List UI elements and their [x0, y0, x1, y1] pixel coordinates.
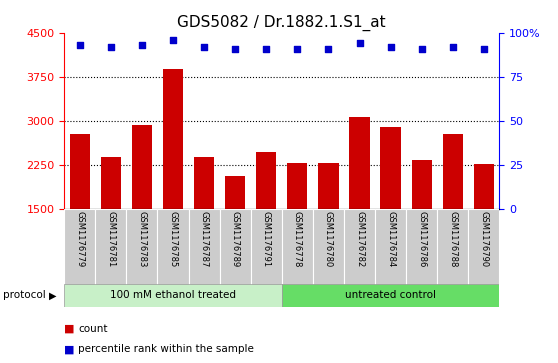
Point [293, 46, 302, 52]
Bar [442, 134, 463, 297]
FancyBboxPatch shape [437, 209, 468, 285]
Text: GSM1176781: GSM1176781 [107, 211, 116, 267]
Text: 100 mM ethanol treated: 100 mM ethanol treated [110, 290, 236, 301]
FancyBboxPatch shape [282, 284, 499, 307]
FancyBboxPatch shape [64, 284, 282, 307]
FancyBboxPatch shape [251, 209, 282, 285]
FancyBboxPatch shape [126, 209, 157, 285]
Point [230, 46, 239, 52]
Bar [287, 163, 307, 297]
FancyBboxPatch shape [157, 209, 189, 285]
Text: untreated control: untreated control [345, 290, 436, 301]
FancyBboxPatch shape [375, 209, 406, 285]
Text: percentile rank within the sample: percentile rank within the sample [78, 344, 254, 354]
Bar [194, 157, 214, 297]
Bar [412, 160, 432, 297]
FancyBboxPatch shape [64, 209, 95, 285]
Point [75, 42, 84, 48]
Point [386, 44, 395, 50]
Bar [256, 152, 276, 297]
Point [262, 46, 271, 52]
Point [169, 37, 177, 42]
Point [324, 46, 333, 52]
FancyBboxPatch shape [189, 209, 220, 285]
Text: count: count [78, 323, 108, 334]
Bar [381, 127, 401, 297]
Text: GSM1176790: GSM1176790 [479, 211, 488, 267]
Text: GSM1176782: GSM1176782 [355, 211, 364, 267]
Text: ▶: ▶ [49, 290, 56, 301]
Point [137, 42, 146, 48]
FancyBboxPatch shape [468, 209, 499, 285]
Bar [163, 69, 183, 297]
Text: GSM1176786: GSM1176786 [417, 211, 426, 268]
Title: GDS5082 / Dr.1882.1.S1_at: GDS5082 / Dr.1882.1.S1_at [177, 15, 386, 31]
Point [417, 46, 426, 52]
Point [479, 46, 488, 52]
Text: GSM1176789: GSM1176789 [230, 211, 239, 267]
Text: GSM1176784: GSM1176784 [386, 211, 395, 267]
Bar [132, 125, 152, 297]
FancyBboxPatch shape [344, 209, 375, 285]
Bar [349, 117, 369, 297]
Text: GSM1176785: GSM1176785 [169, 211, 177, 267]
FancyBboxPatch shape [95, 209, 126, 285]
Text: GSM1176788: GSM1176788 [448, 211, 457, 268]
Bar [70, 134, 90, 297]
Point [200, 44, 209, 50]
FancyBboxPatch shape [313, 209, 344, 285]
Point [448, 44, 457, 50]
Text: GSM1176779: GSM1176779 [75, 211, 84, 267]
FancyBboxPatch shape [282, 209, 313, 285]
Text: protocol: protocol [3, 290, 46, 301]
Bar [225, 176, 246, 297]
Bar [474, 164, 494, 297]
Text: GSM1176791: GSM1176791 [262, 211, 271, 267]
FancyBboxPatch shape [220, 209, 251, 285]
Point [107, 44, 116, 50]
Point [355, 40, 364, 46]
Text: ■: ■ [64, 323, 75, 334]
Text: GSM1176787: GSM1176787 [200, 211, 209, 268]
Text: GSM1176783: GSM1176783 [137, 211, 146, 268]
Bar [100, 157, 121, 297]
Bar [318, 163, 339, 297]
Text: GSM1176778: GSM1176778 [293, 211, 302, 268]
FancyBboxPatch shape [406, 209, 437, 285]
Text: GSM1176780: GSM1176780 [324, 211, 333, 267]
Text: ■: ■ [64, 344, 75, 354]
